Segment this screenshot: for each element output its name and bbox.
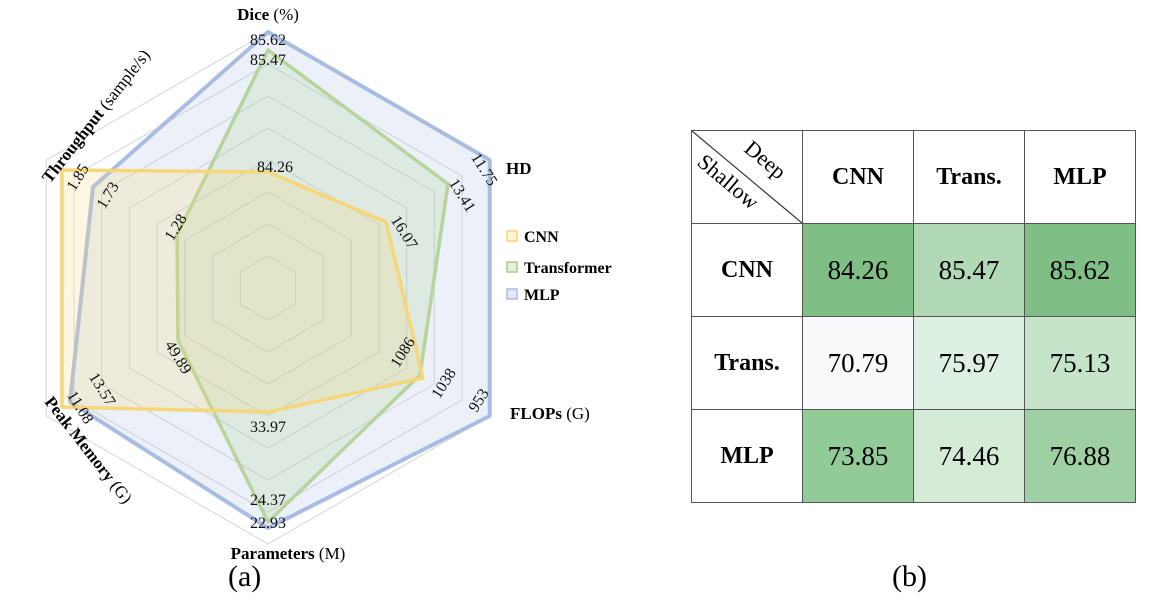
caption-a: (a)	[228, 560, 262, 593]
table-header-row: Deep Shallow CNN Trans. MLP	[691, 130, 1136, 224]
table-cell: 75.13	[1024, 316, 1136, 410]
legend-label-transformer: Transformer	[524, 260, 612, 277]
table-cell: 74.46	[913, 409, 1025, 503]
axis-label-hd: HD	[506, 159, 532, 178]
series-transformer	[175, 48, 450, 524]
table-row: CNN 84.26 85.47 85.62	[691, 223, 1136, 317]
radar-grid	[45, 31, 491, 545]
value-dice-mlp: 85.62	[250, 32, 286, 49]
corner-cell: Deep Shallow	[691, 130, 803, 224]
value-dice-cnn: 84.26	[257, 159, 293, 176]
caption-b: (b)	[892, 560, 927, 593]
axis-label-parameters: Parameters (M)	[231, 544, 346, 563]
legend-label-cnn: CNN	[524, 229, 559, 246]
table-row: MLP 73.85 74.46 76.88	[691, 409, 1136, 503]
series-cnn	[60, 168, 425, 414]
table-cell: 85.47	[913, 223, 1025, 317]
value-dice-transformer: 85.47	[250, 52, 286, 69]
legend-label-mlp: MLP	[524, 287, 560, 304]
axis-label-dice: Dice (%)	[237, 5, 299, 24]
table-cell: 70.79	[802, 316, 914, 410]
column-header: Trans.	[913, 130, 1025, 224]
value-params-transformer: 22.93	[250, 515, 286, 532]
radar-chart: Dice (%) HD FLOPs (G) Parameters (M) Pea…	[38, 5, 612, 563]
table-cell: 85.62	[1024, 223, 1136, 317]
legend-swatch-transformer	[506, 261, 518, 273]
value-params-mlp: 24.37	[250, 492, 286, 509]
row-header: CNN	[691, 223, 803, 317]
column-header: CNN	[802, 130, 914, 224]
axis-label-flops: FLOPs (G)	[510, 404, 590, 423]
diagonal-divider	[692, 131, 802, 223]
legend: CNN Transformer MLP	[506, 229, 612, 304]
table-cell: 75.97	[913, 316, 1025, 410]
table-cell: 76.88	[1024, 409, 1136, 503]
heatmap-table: Deep Shallow CNN Trans. MLP CNN 84.26 85…	[691, 130, 1136, 503]
value-params-cnn: 33.97	[250, 419, 286, 436]
row-header: Trans.	[691, 316, 803, 410]
column-header: MLP	[1024, 130, 1136, 224]
table-cell: 73.85	[802, 409, 914, 503]
table-cell: 84.26	[802, 223, 914, 317]
series-mlp	[68, 30, 492, 530]
table-row: Trans. 70.79 75.97 75.13	[691, 316, 1136, 410]
legend-swatch-cnn	[506, 230, 518, 242]
legend-swatch-mlp	[506, 288, 518, 300]
row-header: MLP	[691, 409, 803, 503]
